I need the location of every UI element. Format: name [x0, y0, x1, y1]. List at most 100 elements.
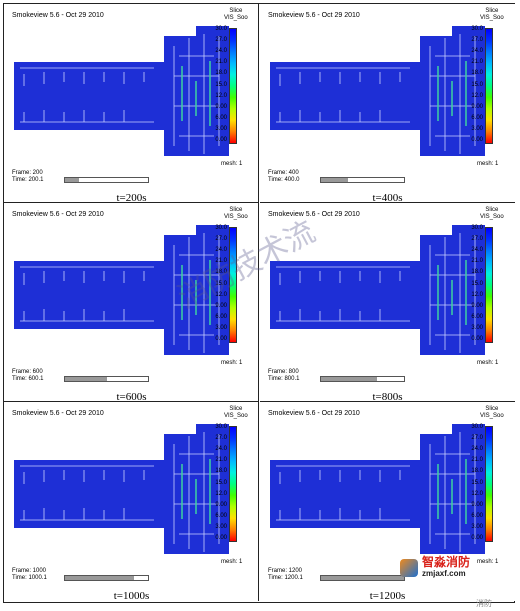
legend-level: 9.00 — [471, 502, 483, 508]
time-progress-bar[interactable] — [320, 575, 405, 581]
mesh-label: mesh: 1 — [477, 559, 499, 565]
time-value: Time: 800.1 — [268, 376, 300, 382]
frame-time-readout: Frame: 200 Time: 200.1 — [12, 170, 43, 184]
legend-level: 27.0 — [471, 435, 483, 441]
legend-level: 18.0 — [215, 468, 227, 474]
legend-level: 18.0 — [471, 70, 483, 76]
legend-level: 27.0 — [215, 236, 227, 242]
time-caption: t=400s — [372, 192, 403, 203]
floor-plan-slice — [14, 26, 229, 156]
legend-title-line2: VIS_Soo — [480, 15, 504, 21]
legend-level: 12.0 — [215, 491, 227, 497]
frame-time-readout: Frame: 1000 Time: 1000.1 — [12, 568, 47, 582]
time-progress-bar[interactable] — [64, 575, 149, 581]
frame-number: Frame: 1000 — [12, 568, 47, 574]
legend-level: 30.0 — [471, 225, 483, 231]
mesh-label: mesh: 1 — [221, 161, 243, 167]
legend-level: 12.0 — [215, 93, 227, 99]
legend-title-line1: Slice — [485, 207, 499, 213]
legend-level: 24.0 — [215, 247, 227, 253]
legend-level: 18.0 — [471, 468, 483, 474]
legend-colorbar — [485, 227, 493, 343]
legend-level: 30.0 — [215, 26, 227, 32]
legend-title: Slice VIS_Soo — [480, 8, 504, 22]
legend-title-line2: VIS_Soo — [480, 214, 504, 220]
snapshot-panel: Smokeview 5.6 - Oct 29 2010 Slice VIS_Soo 3… — [260, 4, 515, 203]
legend-level: 30.0 — [215, 424, 227, 430]
legend-level: 9.00 — [215, 104, 227, 110]
legend-title: Slice VIS_Soo — [224, 406, 248, 420]
legend-level: 0.00 — [215, 137, 227, 143]
legend-level: 6.00 — [215, 115, 227, 121]
time-progress-bar[interactable] — [320, 177, 405, 183]
mesh-label: mesh: 1 — [221, 559, 243, 565]
time-progress-fill — [321, 377, 377, 381]
slice-region — [270, 424, 485, 554]
time-caption: t=200s — [116, 192, 147, 203]
time-caption: t=800s — [372, 391, 403, 402]
time-progress-bar[interactable] — [64, 376, 149, 382]
time-value: Time: 200.1 — [12, 177, 44, 183]
wechat-label: 消防 — [476, 599, 492, 608]
legend-title: Slice VIS_Soo — [480, 207, 504, 221]
snapshot-panel: Smokeview 5.6 - Oct 29 2010 Slice VIS_Soo 3… — [260, 402, 515, 601]
legend-level: 24.0 — [471, 446, 483, 452]
frame-number: Frame: 200 — [12, 170, 43, 176]
floor-plan-slice — [270, 26, 485, 156]
smokeview-version: Smokeview 5.6 - Oct 29 2010 — [268, 211, 360, 218]
legend-level: 15.0 — [471, 82, 483, 88]
time-progress-bar[interactable] — [64, 177, 149, 183]
legend-level: 21.0 — [215, 59, 227, 65]
legend-colorbar — [485, 28, 493, 144]
mesh-label: mesh: 1 — [221, 360, 243, 366]
time-value: Time: 400.0 — [268, 177, 300, 183]
legend-level: 21.0 — [215, 258, 227, 264]
time-progress-bar[interactable] — [320, 376, 405, 382]
legend-level: 3.00 — [215, 325, 227, 331]
legend-level: 21.0 — [215, 457, 227, 463]
legend-level: 6.00 — [471, 513, 483, 519]
legend-title: Slice VIS_Soo — [480, 406, 504, 420]
brand-logo-icon — [400, 559, 418, 577]
legend-labels: 30.0 27.0 24.0 21.0 18.0 15.0 12.0 9.00 6.00 3.00… — [465, 424, 483, 542]
legend-level: 9.00 — [215, 303, 227, 309]
floor-plan-slice — [270, 424, 485, 554]
legend-labels: 30.0 27.0 24.0 21.0 18.0 15.0 12.0 9.00 6.00 3.00… — [209, 225, 227, 343]
time-progress-fill — [321, 576, 404, 580]
legend-level: 0.00 — [471, 336, 483, 342]
legend-level: 12.0 — [471, 93, 483, 99]
slice-region — [14, 225, 229, 355]
time-progress-fill — [65, 377, 107, 381]
legend-level: 18.0 — [215, 70, 227, 76]
legend-level: 3.00 — [471, 126, 483, 132]
time-value: Time: 1200.1 — [268, 575, 303, 581]
legend-colorbar — [485, 426, 493, 542]
smokeview-version: Smokeview 5.6 - Oct 29 2010 — [12, 410, 104, 417]
legend-level: 6.00 — [215, 513, 227, 519]
legend-level: 27.0 — [471, 236, 483, 242]
legend-labels: 30.0 27.0 24.0 21.0 18.0 15.0 12.0 9.00 6.00 3.00… — [465, 225, 483, 343]
legend-level: 0.00 — [215, 336, 227, 342]
mesh-label: mesh: 1 — [477, 360, 499, 366]
legend-level: 15.0 — [215, 480, 227, 486]
snapshot-panel: Smokeview 5.6 - Oct 29 2010 Slice VIS_Soo 3… — [260, 203, 515, 402]
time-caption: t=1200s — [369, 590, 406, 601]
legend-colorbar — [229, 28, 237, 144]
legend-level: 24.0 — [471, 247, 483, 253]
legend-labels: 30.0 27.0 24.0 21.0 18.0 15.0 12.0 9.00 6.00 3.00… — [209, 26, 227, 144]
smokeview-version: Smokeview 5.6 - Oct 29 2010 — [268, 12, 360, 19]
legend-level: 12.0 — [471, 491, 483, 497]
frame-number: Frame: 800 — [268, 369, 299, 375]
floor-plan-slice — [14, 225, 229, 355]
legend-title-line2: VIS_Soo — [224, 214, 248, 220]
legend-labels: 30.0 27.0 24.0 21.0 18.0 15.0 12.0 9.00 6.00 3.00… — [209, 424, 227, 542]
smokeview-version: Smokeview 5.6 - Oct 29 2010 — [268, 410, 360, 417]
legend-title-line2: VIS_Soo — [224, 413, 248, 419]
legend-title: Slice VIS_Soo — [224, 8, 248, 22]
legend-title-line1: Slice — [229, 207, 243, 213]
legend-colorbar — [229, 227, 237, 343]
legend-level: 6.00 — [471, 115, 483, 121]
legend-level: 3.00 — [215, 524, 227, 530]
smokeview-version: Smokeview 5.6 - Oct 29 2010 — [12, 12, 104, 19]
time-value: Time: 1000.1 — [12, 575, 47, 581]
